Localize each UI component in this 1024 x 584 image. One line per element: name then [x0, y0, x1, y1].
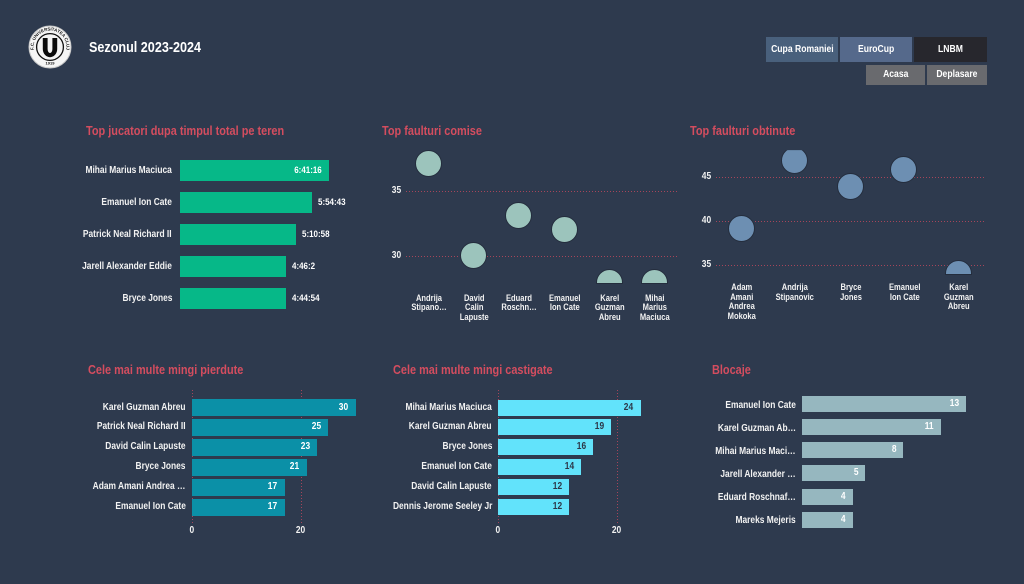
svg-text:1919: 1919 — [46, 61, 56, 66]
